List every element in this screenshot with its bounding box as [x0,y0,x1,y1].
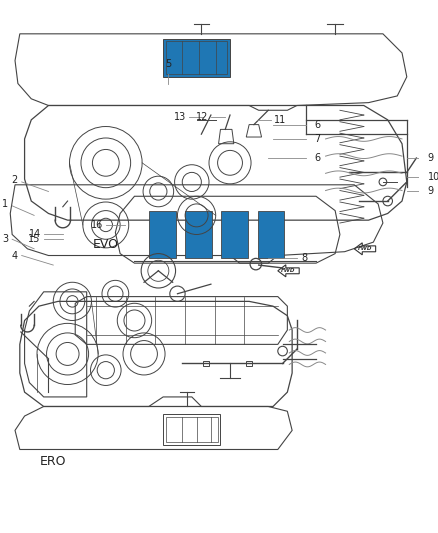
Bar [185,211,212,259]
Bar [166,42,227,74]
Text: 9: 9 [428,153,434,163]
Text: 2: 2 [12,175,18,185]
Bar [163,38,230,77]
Bar [222,211,248,259]
Text: 3: 3 [2,235,8,244]
Text: 15: 15 [28,235,41,244]
Bar [163,414,220,445]
Text: 14: 14 [28,230,41,239]
Text: 6: 6 [314,119,320,130]
Text: 16: 16 [91,220,103,230]
Text: EVO: EVO [93,238,119,251]
Text: 6: 6 [314,153,320,163]
Bar [246,361,252,366]
Text: 9: 9 [428,187,434,197]
Bar [149,211,176,259]
Text: 1: 1 [2,199,8,209]
Text: 10: 10 [428,172,438,182]
Text: 8: 8 [302,253,308,263]
Text: 4: 4 [12,251,18,261]
Text: FWD: FWD [358,246,372,252]
Text: ERO: ERO [40,455,67,469]
Bar [166,417,218,442]
Bar [258,211,285,259]
Bar [203,361,209,366]
Text: 13: 13 [174,112,186,122]
Text: FWD: FWD [281,268,296,273]
Text: 12: 12 [196,112,208,122]
Text: 7: 7 [314,134,320,144]
Text: 11: 11 [274,115,286,125]
Text: 5: 5 [165,59,171,69]
